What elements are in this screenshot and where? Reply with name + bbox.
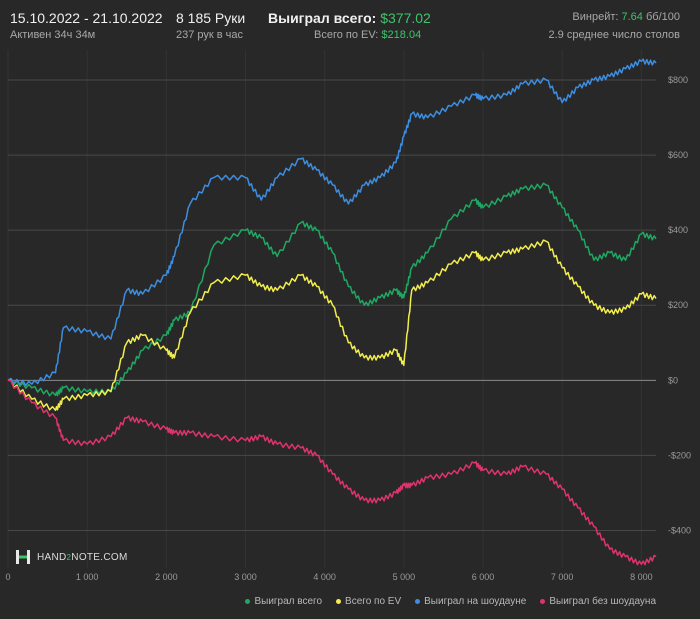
hand2note-logo: HAND2NOTE.COM xyxy=(14,548,128,566)
legend-label-non-showdown: Выиграл без шоудауна xyxy=(549,596,656,607)
legend-label-ev: Всего по EV xyxy=(345,596,402,607)
y-tick-label: $400 xyxy=(668,225,688,235)
x-tick-label: 1 000 xyxy=(76,572,99,582)
hand2note-logo-text: HAND2NOTE.COM xyxy=(37,551,128,563)
x-tick-labels: 0 1 000 2 000 3 000 4 000 5 000 6 000 7 000 8 00… xyxy=(5,572,652,582)
y-tick-label: $0 xyxy=(668,375,678,385)
legend-dot-ev xyxy=(336,599,342,604)
y-tick-label: -$200 xyxy=(668,450,691,460)
legend-item-won-total[interactable]: Выиграл всего xyxy=(245,596,322,607)
y-tick-label: -$400 xyxy=(668,525,691,535)
x-tick-label: 3 000 xyxy=(234,572,257,582)
hand2note-logo-icon xyxy=(16,550,30,564)
series-line-won-total xyxy=(7,182,657,397)
x-grid xyxy=(7,50,642,568)
won-total: Выиграл всего: $377.02 xyxy=(268,10,431,26)
x-tick-label: 7 000 xyxy=(551,572,574,582)
legend-label-won-total: Выиграл всего xyxy=(254,596,323,607)
winrate-value: 7.64 xyxy=(621,11,643,23)
legend-dot-showdown xyxy=(415,599,421,604)
legend-item-non-showdown[interactable]: Выиграл без шоудауна xyxy=(540,596,656,607)
ev-value: $218.04 xyxy=(381,29,422,41)
active-time: Активен 34ч 34м xyxy=(10,29,96,41)
x-tick-label: 4 000 xyxy=(313,572,336,582)
chart-legend: Выиграл всего Всего по EV Выиграл на шоу… xyxy=(245,596,656,607)
series-lines xyxy=(7,58,657,566)
winrate-label: Винрейт: xyxy=(572,11,619,23)
winrate-unit: бб/100 xyxy=(645,11,680,23)
series-line-non-showdown xyxy=(7,379,657,566)
avg-tables: 2.9 среднее число столов xyxy=(548,29,680,41)
legend-item-showdown[interactable]: Выиграл на шоудауне xyxy=(415,596,526,607)
x-tick-label: 6 000 xyxy=(472,572,495,582)
y-tick-labels: $800 $600 $400 $200 $0 -$200 -$400 xyxy=(668,75,691,535)
series-line-showdown xyxy=(7,58,657,387)
winrate: Винрейт: 7.64 бб/100 xyxy=(572,11,680,23)
legend-dot-non-showdown xyxy=(540,599,546,604)
ev-total: Всего по EV: $218.04 xyxy=(314,29,421,41)
x-tick-label: 5 000 xyxy=(393,572,416,582)
y-tick-label: $200 xyxy=(668,300,688,310)
y-tick-label: $600 xyxy=(668,150,688,160)
legend-item-ev[interactable]: Всего по EV xyxy=(336,596,401,607)
ev-label: Всего по EV: xyxy=(314,29,379,41)
legend-label-showdown: Выиграл на шоудауне xyxy=(424,596,527,607)
won-total-label: Выиграл всего: xyxy=(268,10,377,26)
hands-count: 8 185 Руки xyxy=(176,10,246,26)
x-tick-label: 8 000 xyxy=(630,572,653,582)
x-tick-label: 0 xyxy=(5,572,10,582)
won-total-value: $377.02 xyxy=(380,10,431,26)
y-tick-label: $800 xyxy=(668,75,688,85)
date-range: 15.10.2022 - 21.10.2022 xyxy=(10,10,163,26)
legend-dot-won-total xyxy=(245,599,251,604)
x-tick-label: 2 000 xyxy=(155,572,178,582)
series-line-ev xyxy=(7,239,657,412)
hands-per-hour: 237 рук в час xyxy=(176,29,244,41)
